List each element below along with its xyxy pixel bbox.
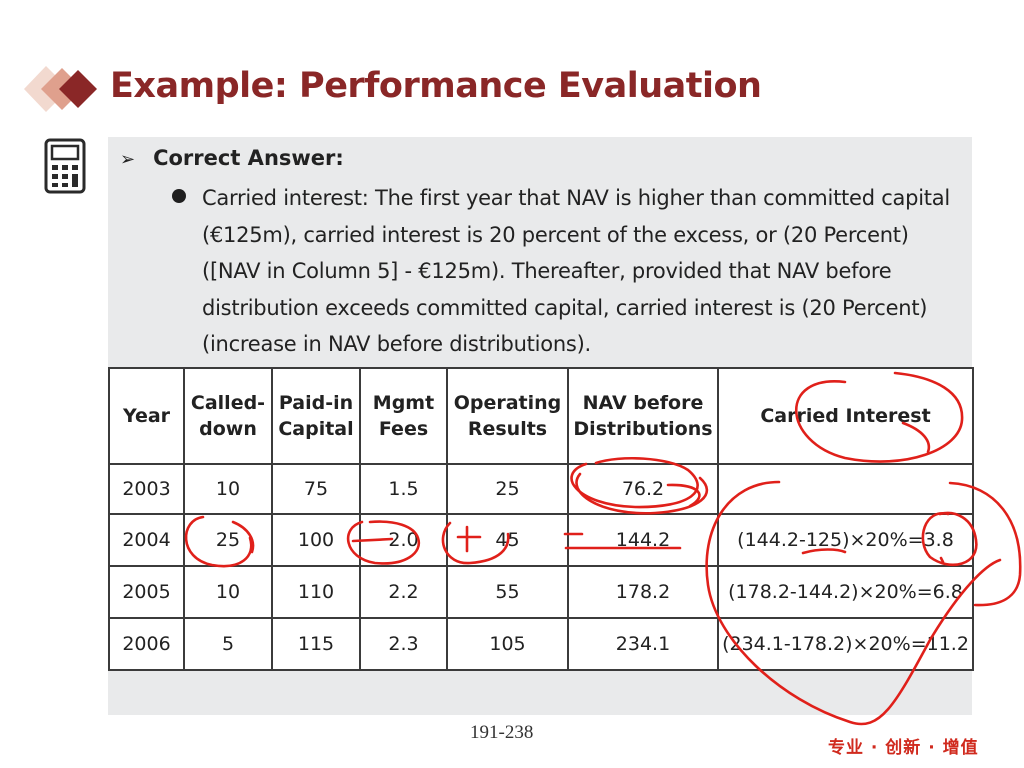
header-nav: NAV before Distributions	[567, 367, 719, 465]
bullet-text: Carried interest: The first year that NA…	[202, 186, 950, 356]
table-cell: (234.1-178.2)×20%=11.2	[717, 617, 974, 671]
table-cell: 25	[183, 513, 273, 567]
table-cell: 144.2	[567, 513, 719, 567]
table-cell	[717, 463, 974, 515]
table-cell: 105	[446, 617, 569, 671]
table-cell: 76.2	[567, 463, 719, 515]
answer-heading: ➢ Correct Answer:	[120, 146, 344, 170]
table-cell: 178.2	[567, 565, 719, 619]
table-cell: 2004	[108, 513, 185, 567]
table-cell: 100	[271, 513, 361, 567]
slogan: 专业 · 创新 · 增值	[828, 738, 979, 758]
table-cell: 110	[271, 565, 361, 619]
header-operating-results: Operating Results	[446, 367, 569, 465]
table-cell: 45	[446, 513, 569, 567]
table-cell: 2.3	[359, 617, 448, 671]
table-cell: 10	[183, 463, 273, 515]
table-cell: 5	[183, 617, 273, 671]
table-cell: (178.2-144.2)×20%=6.8	[717, 565, 974, 619]
arrow-bullet-icon: ➢	[120, 149, 136, 170]
slide-title: Example: Performance Evaluation	[110, 66, 762, 106]
table-row: 2004 25 100 2.0 45 144.2 (144.2-125)×20%…	[108, 513, 974, 567]
table-cell: 2003	[108, 463, 185, 515]
table-cell: 115	[271, 617, 361, 671]
table-row: 2003 10 75 1.5 25 76.2	[108, 463, 974, 515]
bullet-dot-icon	[172, 189, 186, 203]
table-cell: 25	[446, 463, 569, 515]
table-cell: 2.2	[359, 565, 448, 619]
table-cell: (144.2-125)×20%=3.8	[717, 513, 974, 567]
page-number: 191-238	[470, 722, 534, 743]
table-cell: 2.0	[359, 513, 448, 567]
calculator-icon	[44, 138, 86, 194]
header-called-down: Called-down	[183, 367, 273, 465]
header-carried-interest: Carried Interest	[717, 367, 974, 465]
table-cell: 10	[183, 565, 273, 619]
table-cell: 75	[271, 463, 361, 515]
table-header-row: Year Called-down Paid-in Capital Mgmt Fe…	[108, 367, 974, 465]
header-year: Year	[108, 367, 185, 465]
table-row: 2006 5 115 2.3 105 234.1 (234.1-178.2)×2…	[108, 617, 974, 671]
performance-table: Year Called-down Paid-in Capital Mgmt Fe…	[108, 367, 974, 671]
table-cell: 2006	[108, 617, 185, 671]
header-paid-in-capital: Paid-in Capital	[271, 367, 361, 465]
table-cell: 1.5	[359, 463, 448, 515]
table-cell: 55	[446, 565, 569, 619]
table-row: 2005 10 110 2.2 55 178.2 (178.2-144.2)×2…	[108, 565, 974, 619]
table-cell: 234.1	[567, 617, 719, 671]
table-cell: 2005	[108, 565, 185, 619]
header-mgmt-fees: Mgmt Fees	[359, 367, 448, 465]
diamond-logo-icon	[24, 66, 97, 112]
